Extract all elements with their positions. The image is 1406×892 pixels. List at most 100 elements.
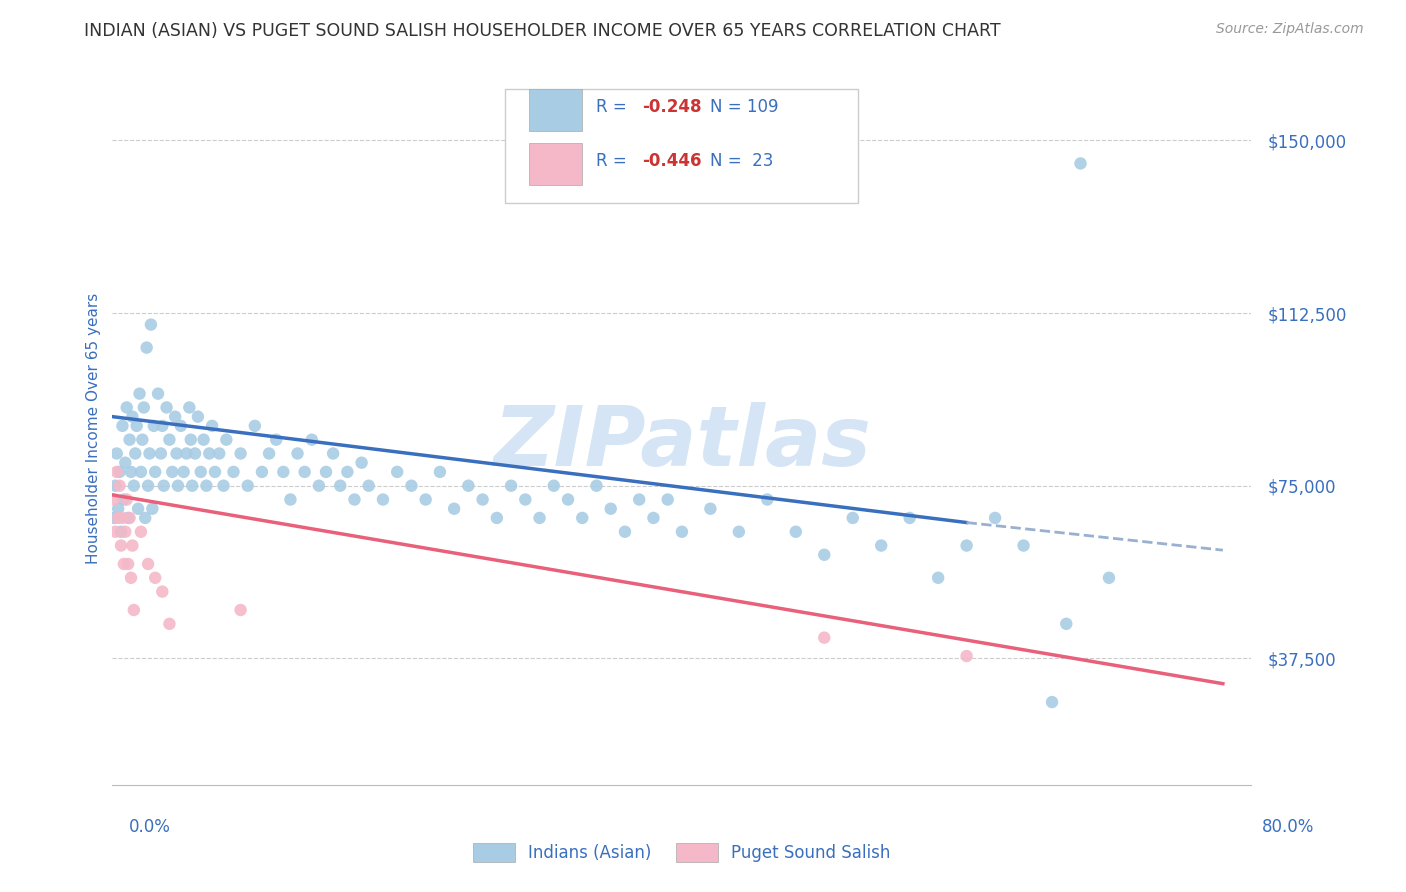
- Point: [1040, 695, 1063, 709]
- Point: [107, 511, 129, 525]
- Point: [322, 446, 344, 460]
- Point: [193, 433, 215, 447]
- Point: [125, 418, 148, 433]
- FancyBboxPatch shape: [529, 143, 582, 185]
- Point: [294, 465, 316, 479]
- Point: [112, 557, 135, 571]
- Point: [898, 511, 921, 525]
- Point: [115, 492, 138, 507]
- Point: [114, 456, 136, 470]
- Point: [813, 548, 835, 562]
- Point: [110, 539, 132, 553]
- Point: [229, 603, 252, 617]
- Point: [166, 446, 188, 460]
- Point: [343, 492, 366, 507]
- Point: [280, 492, 302, 507]
- Point: [138, 446, 160, 460]
- Text: N = 109: N = 109: [710, 98, 779, 116]
- Point: [264, 433, 287, 447]
- Point: [215, 433, 238, 447]
- Point: [371, 492, 394, 507]
- Point: [1054, 616, 1077, 631]
- Point: [401, 479, 423, 493]
- FancyBboxPatch shape: [505, 89, 859, 203]
- Point: [628, 492, 651, 507]
- Point: [557, 492, 579, 507]
- Legend: Indians (Asian), Puget Sound Salish: Indians (Asian), Puget Sound Salish: [472, 843, 891, 863]
- Point: [190, 465, 212, 479]
- Point: [176, 446, 198, 460]
- Point: [195, 479, 218, 493]
- Point: [1069, 156, 1091, 170]
- Point: [699, 501, 721, 516]
- Point: [107, 501, 129, 516]
- Point: [187, 409, 209, 424]
- Point: [329, 479, 352, 493]
- Text: -0.248: -0.248: [643, 98, 702, 116]
- Point: [120, 571, 142, 585]
- Point: [301, 433, 323, 447]
- Point: [136, 479, 159, 493]
- Point: [257, 446, 280, 460]
- Point: [112, 492, 135, 507]
- Point: [141, 501, 163, 516]
- Point: [599, 501, 621, 516]
- Point: [204, 465, 226, 479]
- Point: [108, 479, 131, 493]
- Point: [114, 524, 136, 539]
- Point: [212, 479, 235, 493]
- Point: [543, 479, 565, 493]
- Point: [671, 524, 693, 539]
- Point: [121, 409, 143, 424]
- Point: [139, 318, 162, 332]
- Text: 80.0%: 80.0%: [1263, 818, 1315, 836]
- Point: [443, 501, 465, 516]
- Point: [385, 465, 409, 479]
- Point: [118, 433, 141, 447]
- Point: [129, 524, 152, 539]
- Point: [132, 401, 155, 415]
- Point: [165, 409, 187, 424]
- Point: [415, 492, 437, 507]
- Point: [134, 511, 156, 525]
- Point: [108, 465, 131, 479]
- Point: [103, 492, 125, 507]
- Point: [984, 511, 1007, 525]
- Point: [162, 465, 184, 479]
- Point: [643, 511, 665, 525]
- Point: [287, 446, 309, 460]
- Point: [870, 539, 893, 553]
- Point: [1012, 539, 1035, 553]
- Point: [336, 465, 359, 479]
- Text: 0.0%: 0.0%: [129, 818, 172, 836]
- Point: [129, 465, 152, 479]
- Point: [229, 446, 252, 460]
- Point: [128, 386, 150, 401]
- Point: [122, 603, 145, 617]
- Point: [135, 341, 157, 355]
- Point: [104, 479, 127, 493]
- Point: [104, 524, 127, 539]
- Point: [122, 479, 145, 493]
- Point: [115, 401, 138, 415]
- Point: [103, 511, 125, 525]
- Text: R =: R =: [596, 152, 633, 169]
- Point: [357, 479, 380, 493]
- Text: N =  23: N = 23: [710, 152, 773, 169]
- Point: [167, 479, 190, 493]
- Text: Source: ZipAtlas.com: Source: ZipAtlas.com: [1216, 22, 1364, 37]
- Point: [131, 433, 153, 447]
- Point: [155, 401, 177, 415]
- Point: [117, 511, 139, 525]
- Point: [111, 511, 134, 525]
- Point: [785, 524, 807, 539]
- Point: [149, 446, 172, 460]
- Point: [159, 433, 180, 447]
- Point: [173, 465, 195, 479]
- Point: [350, 456, 373, 470]
- Text: R =: R =: [596, 98, 633, 116]
- Point: [208, 446, 231, 460]
- Y-axis label: Householder Income Over 65 years: Householder Income Over 65 years: [86, 293, 101, 564]
- Point: [515, 492, 537, 507]
- Point: [585, 479, 607, 493]
